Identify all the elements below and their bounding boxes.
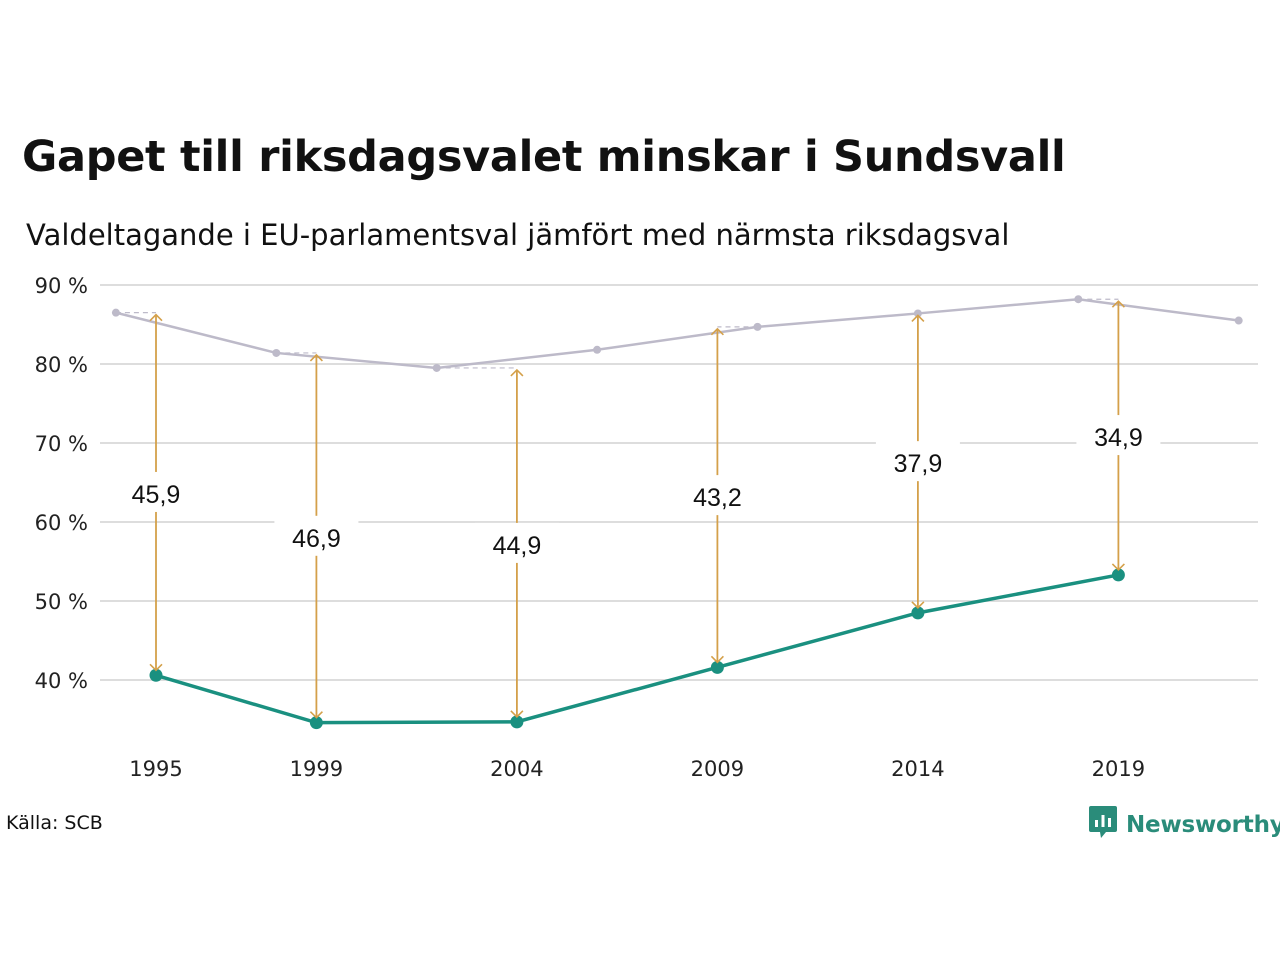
y-tick-label: 90 %	[35, 274, 88, 298]
riksdag-line	[115, 297, 1239, 370]
y-tick-label: 70 %	[35, 432, 88, 456]
gap-label-bg	[114, 471, 198, 512]
riksdag-point	[1234, 316, 1243, 325]
x-tick-label: 2004	[490, 757, 543, 781]
source-note: Källa: SCB	[6, 812, 103, 834]
x-tick-label: 1999	[290, 757, 343, 781]
newsworthy-logo-icon	[1088, 804, 1118, 845]
gap-label-bg	[675, 475, 760, 516]
gridlines	[100, 284, 1258, 681]
eu-point	[510, 715, 524, 729]
x-tick-label: 2019	[1092, 757, 1145, 781]
gap-label: 46,9	[292, 525, 341, 553]
gap-label: 37,9	[894, 450, 943, 478]
gap-label-bg	[1076, 415, 1161, 456]
riksdag-point	[1074, 295, 1083, 304]
gap-label-bg	[274, 515, 359, 556]
y-tick-label: 80 %	[35, 353, 88, 377]
y-tick-label: 50 %	[35, 590, 88, 614]
gap-arrows: 45,9 46,9 44,9 43,2 37,9 34,9	[114, 300, 1161, 719]
series-riksdag	[111, 295, 1243, 372]
series-eu	[149, 568, 1125, 730]
y-tick-label: 60 %	[35, 511, 88, 535]
eu-line	[155, 573, 1119, 725]
gap-label: 45,9	[132, 481, 181, 509]
line-chart: 90 % 80 % 70 % 60 % 50 % 40 % 1995 1999 2004 200…	[35, 274, 1258, 781]
riksdag-point	[593, 345, 602, 354]
eu-point	[911, 606, 925, 620]
y-axis-ticks: 90 % 80 % 70 % 60 % 50 % 40 %	[35, 274, 88, 693]
riksdag-point	[272, 348, 281, 357]
x-tick-label: 2014	[891, 757, 944, 781]
x-axis-ticks: 1995 1999 2004 2009 2014 2019	[129, 757, 1145, 781]
brand-logo: Newsworthy	[1088, 804, 1280, 845]
gap-label-bg	[474, 522, 559, 563]
gap-label: 34,9	[1094, 424, 1143, 452]
brand-name: Newsworthy	[1126, 811, 1280, 838]
gap-label: 43,2	[693, 484, 742, 512]
chart-subtitle: Valdeltagande i EU-parlamentsval jämfört…	[26, 218, 1010, 252]
gap-label: 44,9	[493, 532, 542, 560]
riksdag-point	[111, 308, 120, 317]
riksdag-point	[432, 363, 441, 372]
x-tick-label: 2009	[691, 757, 744, 781]
y-tick-label: 40 %	[35, 669, 88, 693]
x-tick-label: 1995	[129, 757, 182, 781]
eu-point	[1111, 568, 1125, 582]
eu-point	[149, 668, 163, 682]
riksdag-point	[753, 322, 762, 331]
eu-point	[309, 716, 323, 730]
chart-title: Gapet till riksdagsvalet minskar i Sunds…	[22, 132, 1066, 182]
gap-label-bg	[875, 441, 960, 482]
eu-point	[710, 660, 724, 674]
